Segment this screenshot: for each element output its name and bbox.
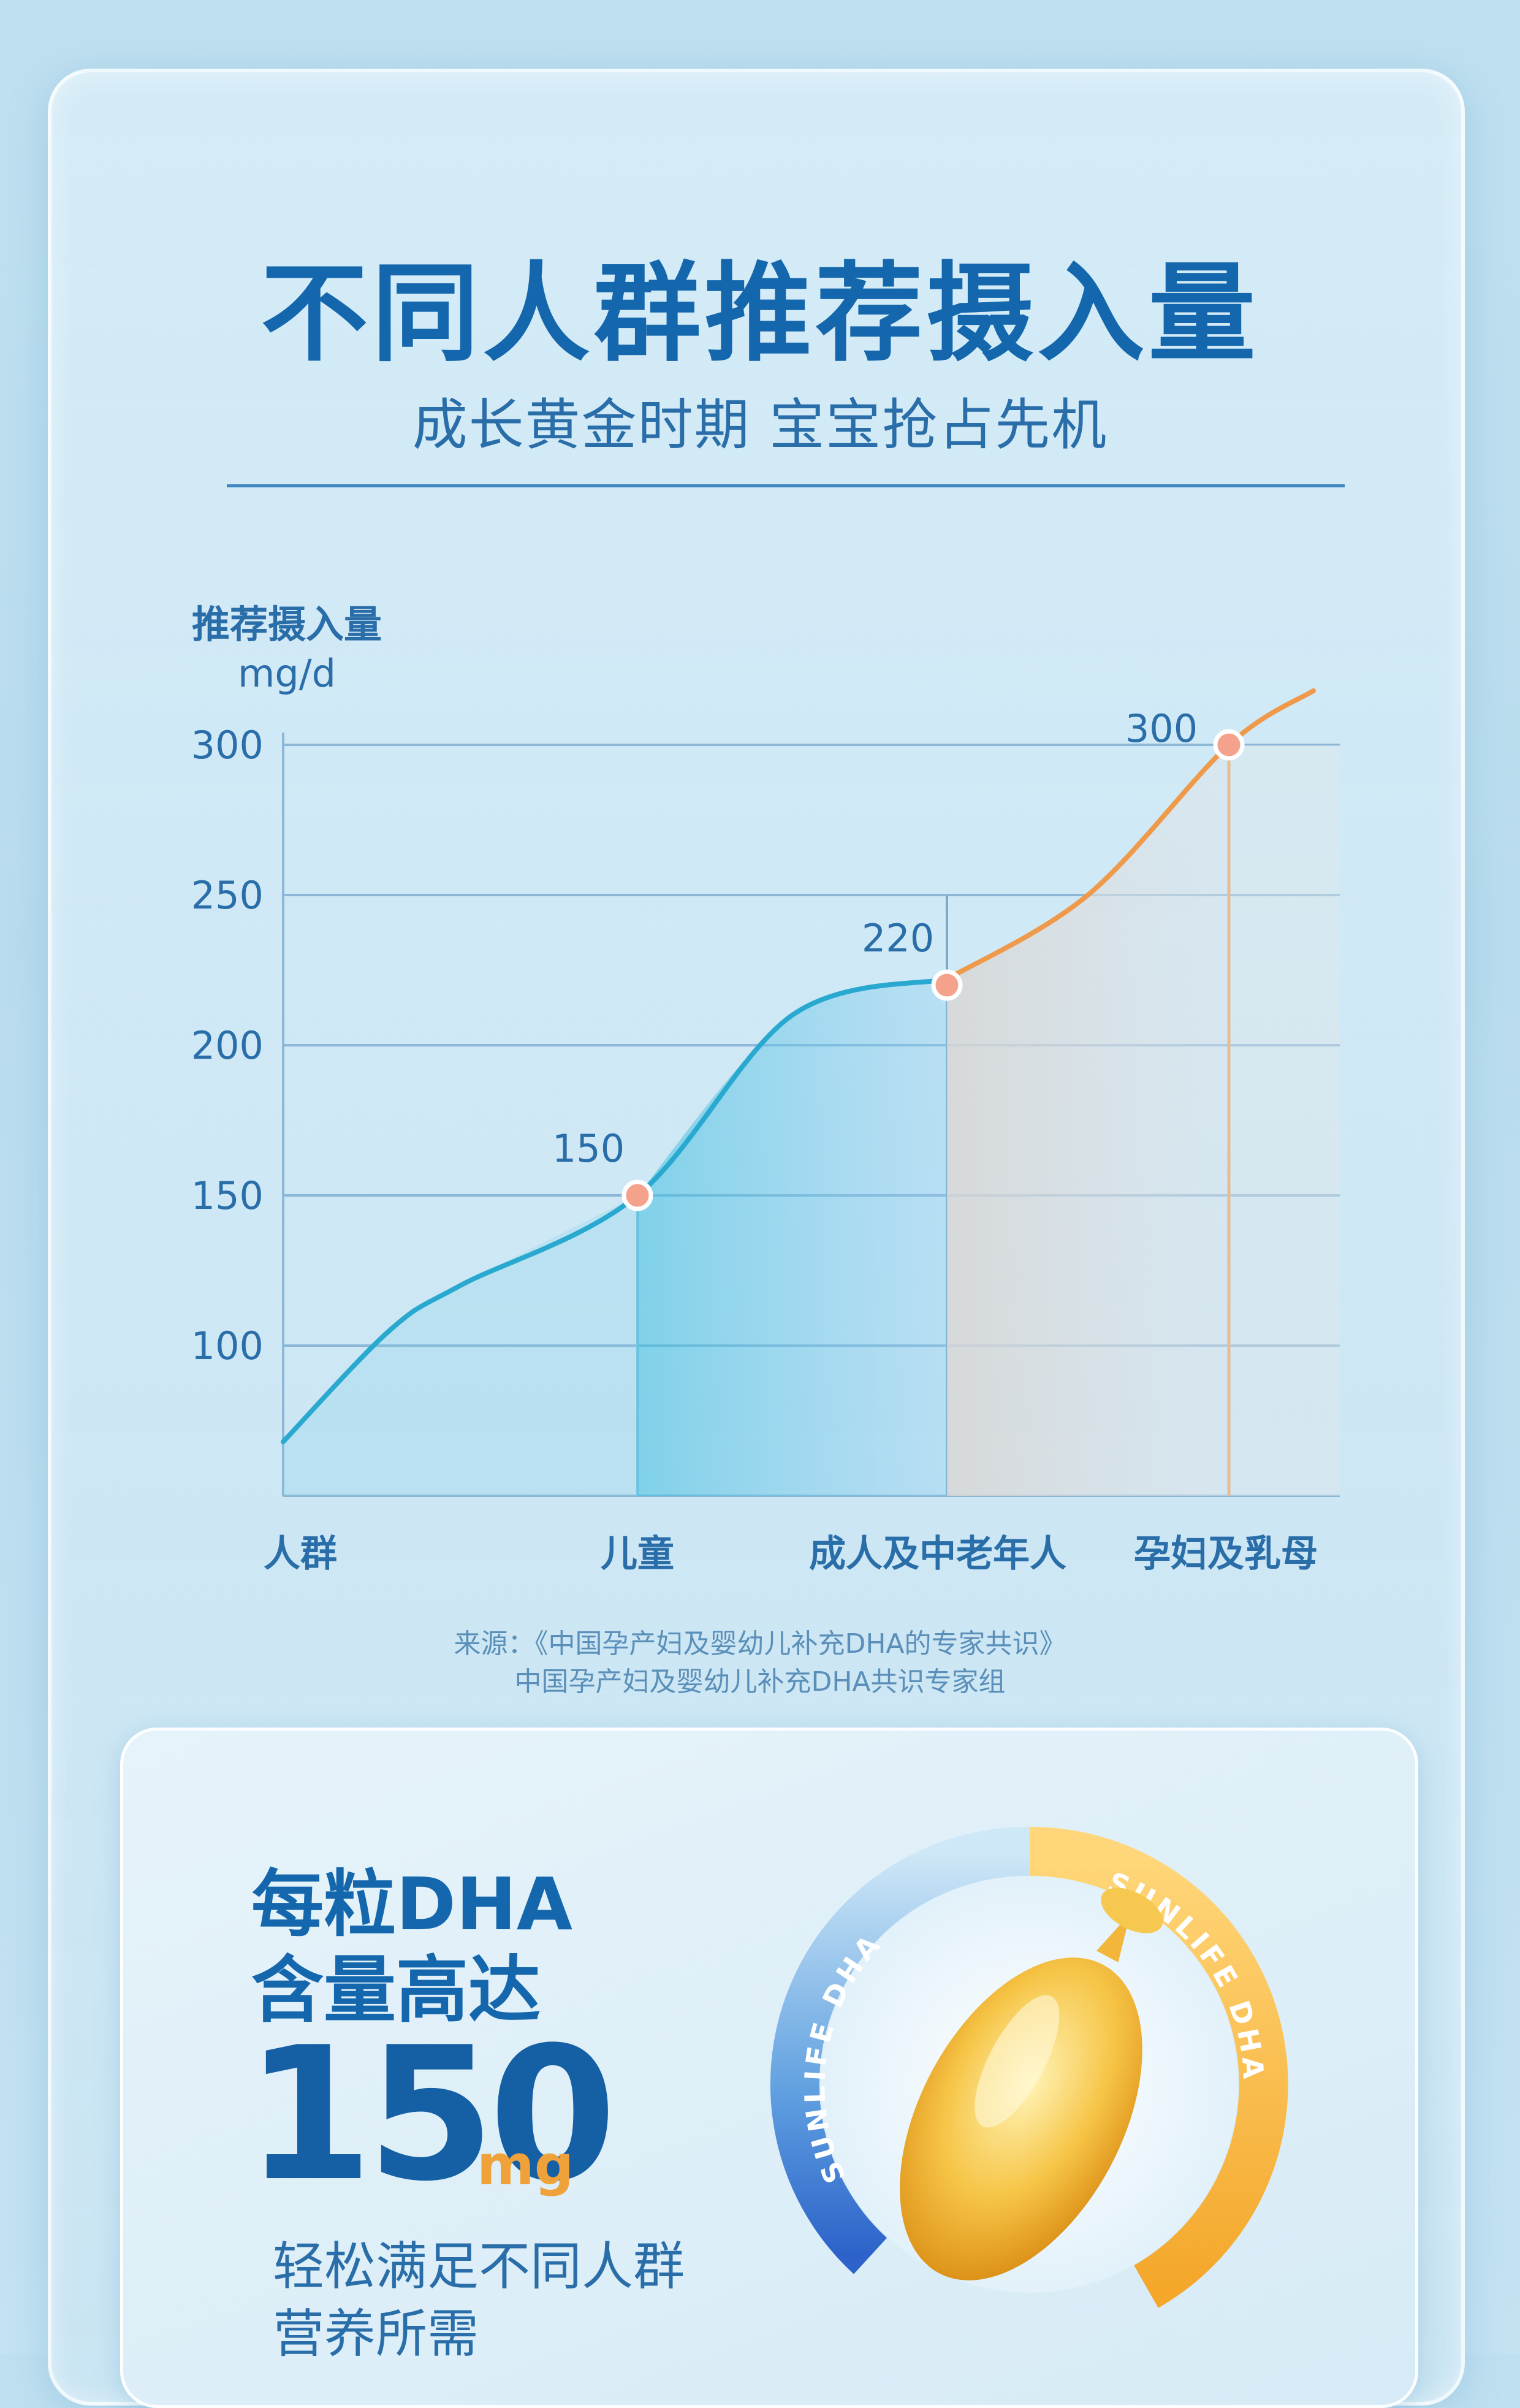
card-headline-2: 含量高达	[251, 1948, 541, 2032]
ring-gold-arc	[1029, 1826, 1288, 2308]
data-point-label: 300	[1125, 706, 1198, 751]
curve-right-series	[944, 688, 1316, 982]
dha-unit: mg	[477, 2133, 574, 2198]
chart-areas	[283, 745, 1340, 1496]
page-title: 不同人群推荐摄入量	[260, 252, 1260, 376]
curve-left-series	[281, 977, 949, 1444]
dha-amount: 150	[245, 2008, 617, 2222]
source-author: 中国孕产妇及婴幼儿补充DHA共识专家组	[514, 1666, 1006, 1697]
capsule-icon	[900, 1888, 1163, 2280]
card-headline-1: 每粒DHA	[251, 1862, 573, 1946]
x-tick-label: 人群	[264, 1533, 337, 1575]
data-point-marker	[931, 969, 963, 1001]
area-tail	[1229, 745, 1340, 1496]
ring-blue-arc	[770, 1826, 1030, 2274]
data-point-marker	[1213, 729, 1245, 761]
x-tick-label: 孕妇及乳母	[1134, 1533, 1318, 1575]
data-point-label: 220	[862, 916, 934, 961]
y-tick-label: 150	[191, 1173, 264, 1218]
page-subtitle: 成长黄金时期 宝宝抢占先机	[412, 393, 1108, 457]
data-point-marker	[621, 1179, 653, 1211]
y-tick-label: 200	[191, 1023, 264, 1068]
data-point-label: 150	[552, 1126, 625, 1171]
area-adults-to-pregnant	[947, 745, 1229, 1496]
area-start	[283, 1195, 637, 1496]
benefit-line-2: 营养所需	[273, 2304, 479, 2364]
chart-markers	[621, 729, 1245, 1211]
title-divider	[227, 484, 1345, 487]
y-tick-label: 250	[191, 873, 264, 918]
source-citation: 来源：《中国孕产妇及婴幼儿补充DHA的专家共识》	[454, 1628, 1066, 1659]
capsule-illustration: SUNLIFE DHA SUNLIFE DHA	[770, 1826, 1288, 2308]
chart-curves	[281, 688, 1316, 1444]
y-tick-label: 300	[191, 723, 264, 768]
y-axis-title: 推荐摄入量	[192, 602, 382, 647]
x-tick-label: 成人及中老年人	[809, 1533, 1066, 1575]
benefit-line-1: 轻松满足不同人群	[273, 2236, 685, 2296]
x-tick-label: 儿童	[601, 1533, 674, 1575]
y-tick-label: 100	[191, 1324, 264, 1368]
y-axis-unit: mg/d	[238, 651, 336, 696]
area-children-to-adults	[637, 979, 947, 1496]
